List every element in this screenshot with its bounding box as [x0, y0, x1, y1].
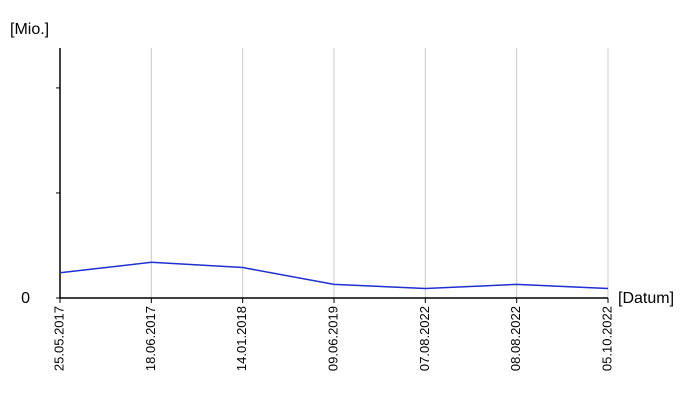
data-line	[59, 261, 609, 290]
x-tick-label: 07.08.2022	[417, 306, 432, 371]
y-tick-label: 0	[21, 290, 30, 307]
x-tick-label: 05.10.2022	[599, 306, 614, 371]
x-tick-label: 09.06.2019	[325, 306, 340, 371]
x-tick-label: 14.01.2018	[234, 306, 249, 371]
x-tick-label: 25.05.2017	[51, 306, 66, 371]
x-tick-label: 18.06.2017	[143, 306, 158, 371]
x-tick-label: 08.08.2022	[508, 306, 523, 371]
y-axis-label: [Mio.]	[10, 21, 49, 38]
x-axis-label: [Datum]	[618, 290, 674, 307]
